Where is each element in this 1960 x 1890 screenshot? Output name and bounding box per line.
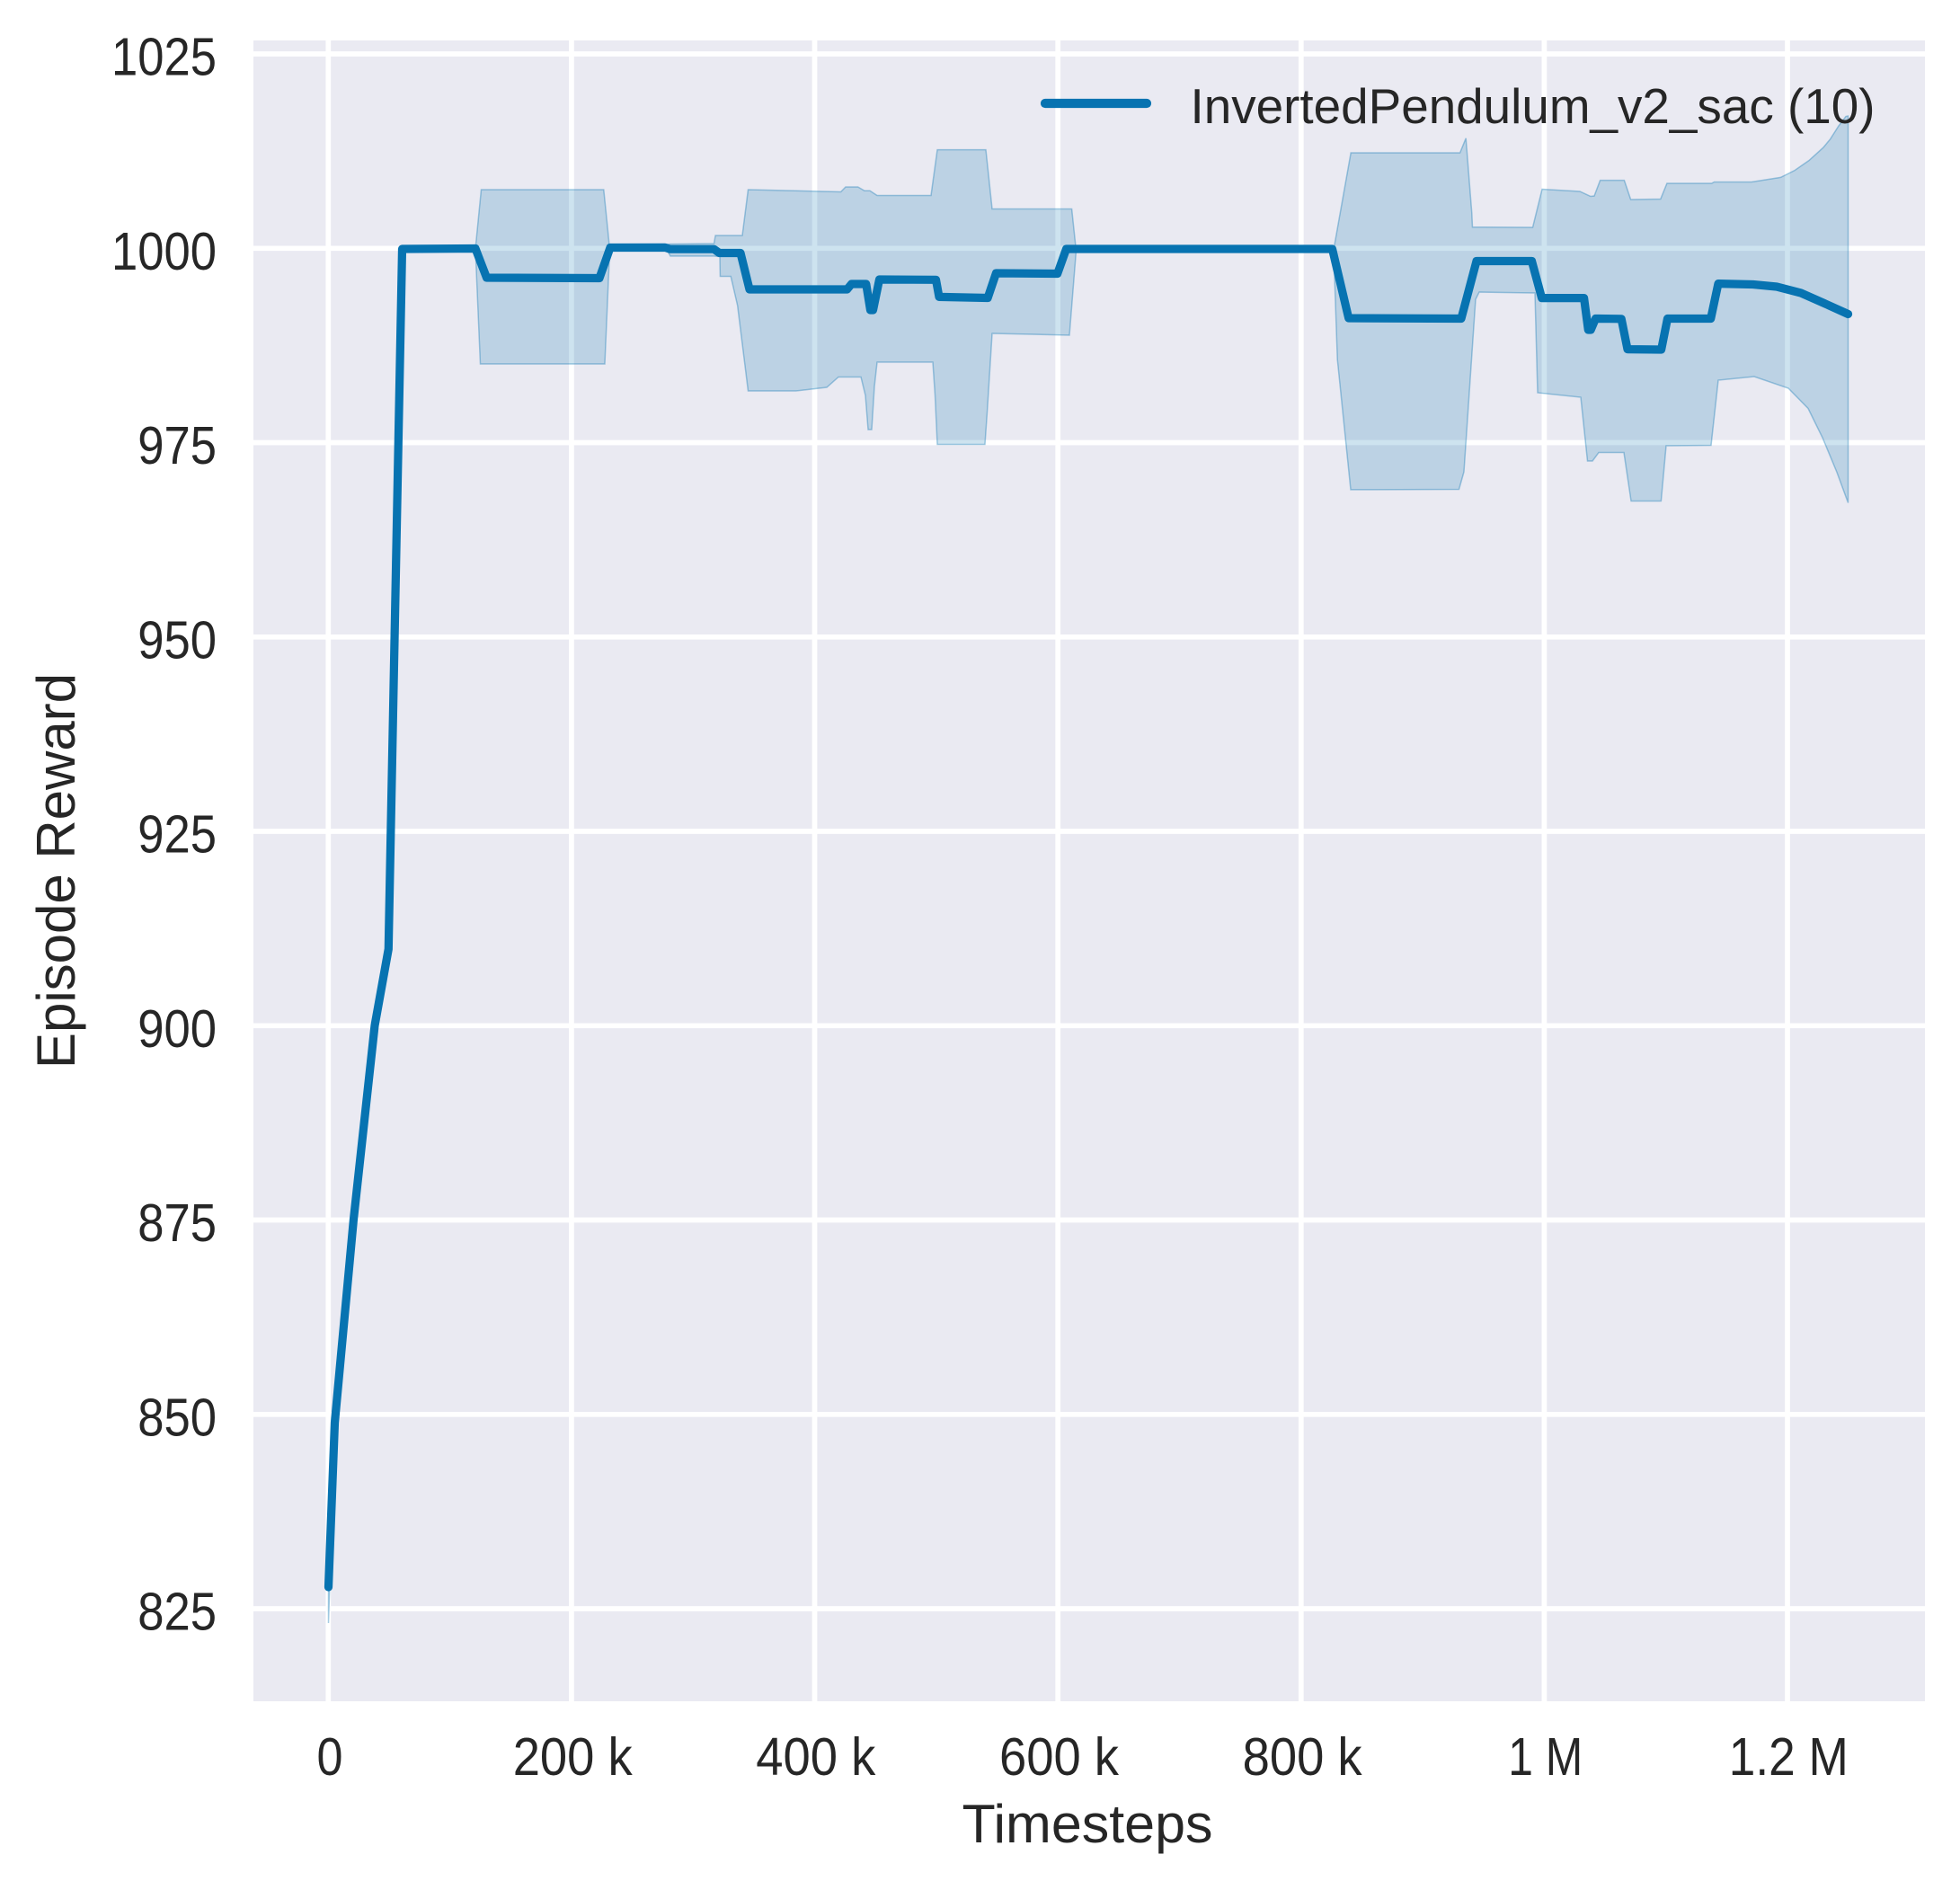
svg-text:875: 875 [137,1193,217,1253]
svg-text:1000: 1000 [111,222,217,281]
svg-text:1025: 1025 [111,28,217,87]
svg-text:925: 925 [137,805,217,865]
svg-text:Episode Reward: Episode Reward [26,673,86,1069]
svg-text:1 M: 1 M [1508,1727,1583,1787]
svg-text:800 k: 800 k [1243,1727,1362,1787]
svg-text:0: 0 [317,1727,343,1787]
svg-text:900: 900 [137,999,217,1059]
svg-text:InvertedPendulum_v2_sac (10): InvertedPendulum_v2_sac (10) [1191,78,1876,134]
svg-text:850: 850 [137,1388,217,1447]
svg-text:975: 975 [137,416,217,475]
svg-text:400 k: 400 k [756,1727,875,1787]
svg-text:825: 825 [137,1583,217,1642]
svg-text:950: 950 [137,610,217,670]
svg-text:600 k: 600 k [999,1727,1119,1787]
svg-text:1.2 M: 1.2 M [1729,1727,1849,1787]
svg-text:200 k: 200 k [513,1727,633,1787]
svg-text:Timesteps: Timesteps [962,1794,1213,1854]
